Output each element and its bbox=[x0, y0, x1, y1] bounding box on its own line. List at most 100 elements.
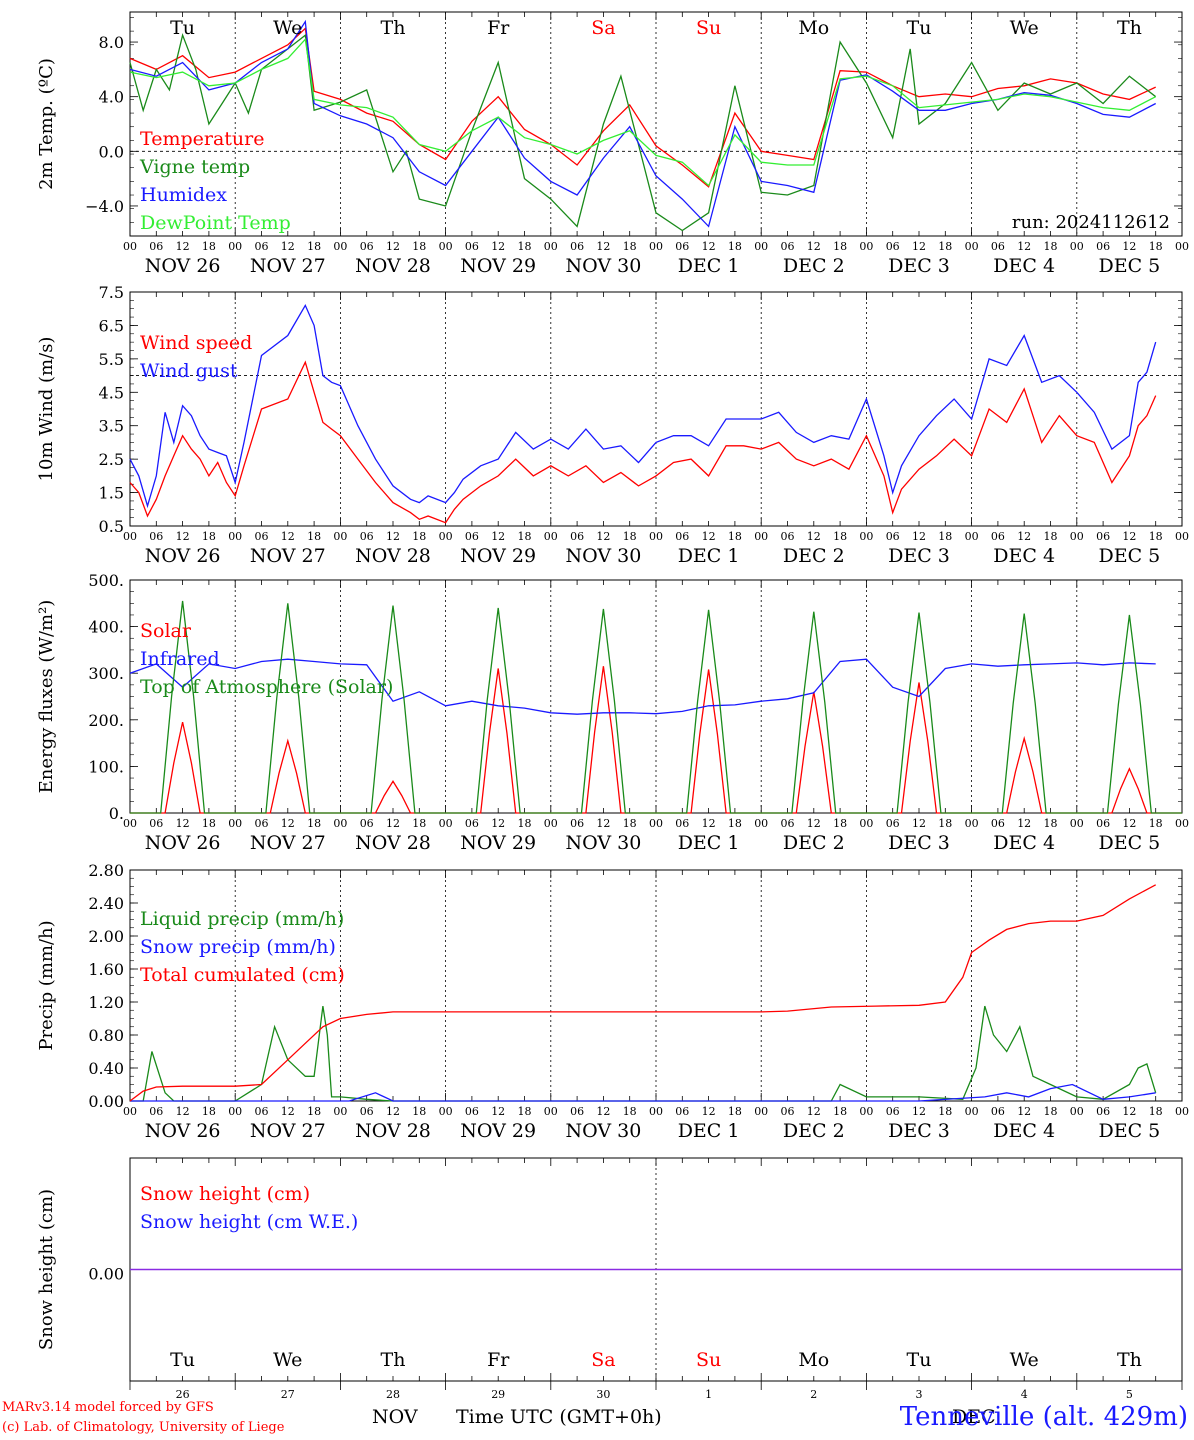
hour-tick-label: 00 bbox=[754, 240, 768, 253]
weekday-label-bottom: We bbox=[273, 1349, 302, 1371]
weekday-label-top: Sa bbox=[591, 17, 615, 39]
hour-tick-label: 18 bbox=[728, 1105, 742, 1118]
day-label: DEC 3 bbox=[888, 1120, 950, 1142]
hour-tick-label: 00 bbox=[754, 1105, 768, 1118]
hour-tick-label: 00 bbox=[123, 1105, 137, 1118]
hour-tick-label: 18 bbox=[728, 240, 742, 253]
hour-tick-label: 00 bbox=[1175, 530, 1189, 543]
series-wind-speed bbox=[129, 360, 1157, 524]
hour-tick-label: 00 bbox=[1070, 240, 1084, 253]
hour-tick-label: 00 bbox=[1070, 530, 1084, 543]
hour-tick-label: 12 bbox=[912, 817, 926, 830]
legend-entry: Temperature bbox=[140, 128, 264, 150]
run-label: run: 2024112612 bbox=[1012, 212, 1170, 233]
hour-tick-label: 12 bbox=[807, 530, 821, 543]
hour-tick-label: 18 bbox=[833, 530, 847, 543]
hour-tick-label: 06 bbox=[465, 817, 479, 830]
hour-tick-label: 00 bbox=[333, 530, 347, 543]
legend-entry: Snow height (cm) bbox=[140, 1183, 310, 1205]
legend-entry: DewPoint Temp bbox=[140, 212, 291, 234]
hour-tick-label: 06 bbox=[1096, 240, 1110, 253]
hour-tick-label: 18 bbox=[938, 530, 952, 543]
weekday-label-bottom: Th bbox=[1117, 1349, 1142, 1371]
weekday-label-top: Th bbox=[1117, 17, 1142, 39]
y-tick-label: 4.0 bbox=[99, 88, 124, 107]
series-temperature bbox=[129, 27, 1156, 188]
day-label: DEC 1 bbox=[678, 255, 740, 277]
weekday-label-bottom: We bbox=[1010, 1349, 1039, 1371]
legend-entry: Vigne temp bbox=[139, 156, 250, 178]
hour-tick-label: 18 bbox=[1044, 240, 1058, 253]
hour-tick-label: 06 bbox=[675, 240, 689, 253]
weekday-label-top: Tu bbox=[907, 17, 932, 39]
legend-entry: Humidex bbox=[140, 184, 227, 206]
y-tick-label: 400. bbox=[88, 618, 124, 637]
hour-tick-label: 00 bbox=[544, 530, 558, 543]
hour-tick-label: 06 bbox=[360, 1105, 374, 1118]
hour-tick-label: 12 bbox=[281, 817, 295, 830]
hour-tick-label: 12 bbox=[176, 240, 190, 253]
day-label: NOV 27 bbox=[250, 255, 326, 277]
hour-tick-label: 06 bbox=[886, 1105, 900, 1118]
y-axis-label: Energy fluxes (W/m²) bbox=[36, 600, 57, 794]
hour-tick-label: 12 bbox=[281, 240, 295, 253]
weekday-label-top: We bbox=[1010, 17, 1039, 39]
hour-tick-label: 12 bbox=[176, 1105, 190, 1118]
day-label: DEC 4 bbox=[993, 255, 1055, 277]
weekday-label-top: Tu bbox=[170, 17, 195, 39]
hour-tick-label: 06 bbox=[1096, 817, 1110, 830]
hour-tick-label: 12 bbox=[912, 530, 926, 543]
day-label: NOV 28 bbox=[355, 832, 431, 854]
series-humidex bbox=[129, 19, 1157, 228]
hour-tick-label: 18 bbox=[623, 1105, 637, 1118]
day-label: NOV 26 bbox=[145, 255, 221, 277]
day-label: DEC 1 bbox=[678, 832, 740, 854]
day-label: NOV 28 bbox=[355, 255, 431, 277]
hour-tick-label: 00 bbox=[649, 530, 663, 543]
hour-tick-label: 12 bbox=[807, 1105, 821, 1118]
hour-tick-label: 00 bbox=[439, 240, 453, 253]
hour-tick-label: 12 bbox=[1017, 817, 1031, 830]
series-snow-precip-mm-h- bbox=[130, 1083, 1156, 1102]
series-liquid-precip-mm-h- bbox=[130, 1005, 1157, 1102]
day-label: NOV 29 bbox=[460, 1120, 536, 1142]
hour-tick-label: 12 bbox=[491, 1105, 505, 1118]
month-label-dec: DEC bbox=[952, 1406, 996, 1428]
hour-tick-label: 12 bbox=[176, 817, 190, 830]
day-label: NOV 27 bbox=[250, 1120, 326, 1142]
hour-tick-label: 06 bbox=[886, 530, 900, 543]
hour-tick-label: 18 bbox=[518, 817, 532, 830]
day-label: NOV 30 bbox=[565, 832, 641, 854]
series-top-of-atmosphere-solar- bbox=[130, 600, 1182, 814]
y-axis-label: Precip (mm/h) bbox=[36, 920, 57, 1050]
hour-tick-label: 18 bbox=[728, 817, 742, 830]
hour-tick-label: 18 bbox=[1044, 530, 1058, 543]
y-tick-label: 0.80 bbox=[88, 1026, 124, 1045]
day-number-label: 2 bbox=[810, 1388, 817, 1401]
y-tick-label: 0. bbox=[109, 804, 124, 823]
hour-tick-label: 12 bbox=[702, 240, 716, 253]
hour-tick-label: 00 bbox=[439, 530, 453, 543]
day-label: DEC 2 bbox=[783, 832, 845, 854]
y-tick-label: 2.5 bbox=[99, 450, 124, 469]
hour-tick-label: 12 bbox=[1017, 530, 1031, 543]
day-label: DEC 1 bbox=[678, 545, 740, 567]
y-tick-label: 0.00 bbox=[88, 1092, 124, 1111]
legend-entry: Total cumulated (cm) bbox=[140, 964, 345, 986]
day-label: NOV 26 bbox=[145, 1120, 221, 1142]
hour-tick-label: 12 bbox=[807, 240, 821, 253]
hour-tick-label: 18 bbox=[412, 1105, 426, 1118]
hour-tick-label: 06 bbox=[675, 530, 689, 543]
day-label: NOV 28 bbox=[355, 545, 431, 567]
hour-tick-label: 00 bbox=[544, 817, 558, 830]
hour-tick-label: 00 bbox=[544, 1105, 558, 1118]
hour-tick-label: 00 bbox=[439, 817, 453, 830]
y-tick-label: 100. bbox=[88, 757, 124, 776]
hour-tick-label: 06 bbox=[255, 240, 269, 253]
hour-tick-label: 06 bbox=[781, 1105, 795, 1118]
y-tick-label: 1.5 bbox=[99, 484, 124, 503]
weekday-label-top: Mo bbox=[798, 17, 829, 39]
series-wind-gust bbox=[129, 303, 1157, 509]
hour-tick-label: 12 bbox=[1122, 530, 1136, 543]
weekday-label-bottom: Tu bbox=[907, 1349, 932, 1371]
